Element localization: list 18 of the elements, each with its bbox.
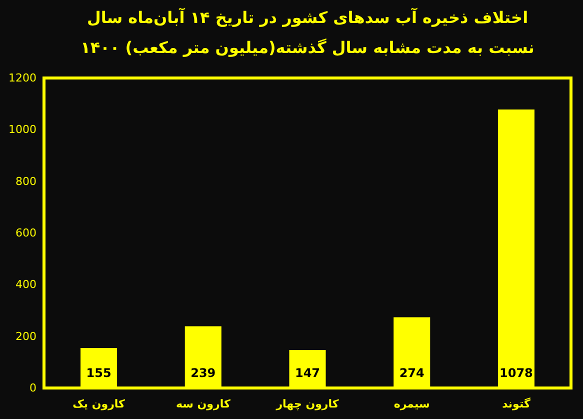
x-tick-label: کارون یک	[72, 398, 126, 410]
data-label: 147	[294, 366, 320, 380]
y-tick-label: 800	[16, 174, 36, 188]
x-tick-label: کارون چهار	[275, 398, 340, 410]
y-tick-label: 400	[16, 278, 36, 292]
data-label: 239	[190, 366, 216, 380]
y-tick-label: 1200	[8, 72, 36, 84]
data-label: 1078	[500, 366, 533, 380]
data-label: 155	[86, 366, 112, 380]
x-tick-label: کارون سه	[176, 398, 231, 410]
y-tick-label: 600	[16, 226, 36, 240]
chart-title: اختلاف ذخیره آب سدهای کشور در تاریخ ۱۴ آبان‌ماه سال ۱۴۰۰ نسبت به مدت مشابه سال گذشته(میلیون متر مکعب)	[80, 7, 534, 57]
data-label: 274	[399, 366, 424, 380]
x-tick-label: گتوند	[502, 398, 531, 410]
y-tick-label: 1000	[8, 123, 36, 136]
y-tick-label: 200	[16, 330, 36, 343]
y-tick-label: 0	[30, 382, 36, 394]
x-tick-label: سیمره	[394, 398, 430, 410]
